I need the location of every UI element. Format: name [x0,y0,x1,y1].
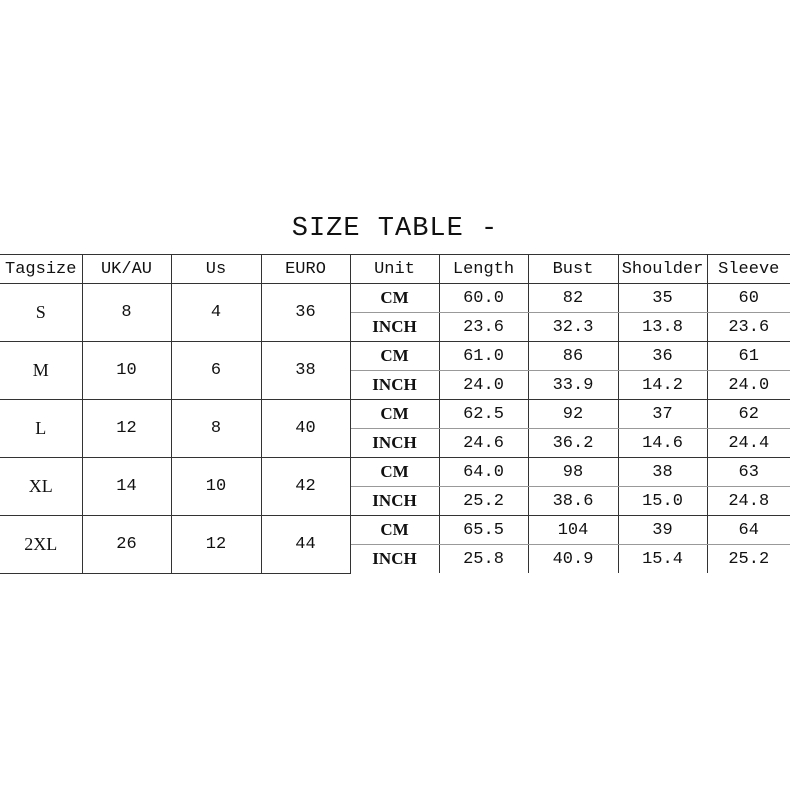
length-cell: 24.0 [438,370,529,400]
us-cell: 12 [170,515,262,574]
uk-au-cell: 14 [81,457,172,516]
unit-cell: CM [349,457,440,487]
tagsize-cell: S [0,283,83,342]
uk-au-cell: 12 [81,399,172,458]
column-header-sleeve: Sleeve [706,254,790,284]
sleeve-cell: 60 [706,283,790,313]
column-header-euro: EURO [260,254,351,284]
table-row: L 12 8 40 CM 62.5 92 37 62 [0,399,790,458]
sleeve-cell: 64 [706,515,790,545]
euro-cell: 40 [260,399,351,458]
sleeve-cell: 23.6 [706,312,790,342]
sleeve-cell: 63 [706,457,790,487]
column-header-shoulder: Shoulder [617,254,708,284]
uk-au-cell: 8 [81,283,172,342]
shoulder-cell: 13.8 [617,312,708,342]
sleeve-cell: 25.2 [706,544,790,573]
shoulder-cell: 35 [617,283,708,313]
length-cell: 61.0 [438,341,529,371]
sleeve-cell: 24.0 [706,370,790,400]
table-row: 2XL 26 12 44 CM 65.5 104 39 64 [0,515,790,574]
unit-cell: INCH [350,544,440,573]
tagsize-cell: 2XL [0,515,83,574]
bust-cell: 36.2 [527,428,619,458]
column-header-bust: Bust [527,254,619,284]
length-cell: 64.0 [438,457,529,487]
length-cell: 25.8 [438,544,529,573]
unit-cell: INCH [350,428,440,458]
us-cell: 6 [170,341,262,400]
table-row: M 10 6 38 CM 61.0 86 36 61 [0,341,790,400]
tagsize-cell: L [0,399,83,458]
table-row: INCH 25.8 40.9 15.4 25.2 [0,544,790,573]
length-cell: 65.5 [438,515,529,545]
table-row: INCH 24.6 36.2 14.6 24.4 [0,428,790,458]
header-row: Tagsize UK/AU Us EURO Unit Length Bust Shoulder… [0,254,790,284]
column-header-us: Us [170,254,262,284]
column-header-uk-au: UK/AU [81,254,172,284]
shoulder-cell: 36 [617,341,708,371]
unit-cell: CM [349,515,440,545]
unit-cell: INCH [350,486,440,516]
shoulder-cell: 15.4 [617,544,708,573]
shoulder-cell: 39 [617,515,708,545]
page-title: SIZE TABLE - [291,214,499,244]
shoulder-cell: 14.6 [617,428,708,458]
shoulder-cell: 37 [617,399,708,429]
bust-cell: 86 [527,341,619,371]
uk-au-cell: 26 [81,515,172,574]
column-header-tagsize: Tagsize [0,254,83,284]
column-header-length: Length [438,254,529,284]
length-cell: 60.0 [438,283,529,313]
length-cell: 23.6 [438,312,529,342]
unit-cell: CM [349,399,440,429]
us-cell: 8 [170,399,262,458]
euro-cell: 42 [260,457,351,516]
euro-cell: 38 [260,341,351,400]
table-row: INCH 24.0 33.9 14.2 24.0 [0,370,790,400]
bust-cell: 98 [527,457,619,487]
tagsize-cell: XL [0,457,83,516]
size-table: Tagsize UK/AU Us EURO Unit Length Bust Shoulder… [0,254,790,574]
shoulder-cell: 38 [617,457,708,487]
tagsize-cell: M [0,341,83,400]
euro-cell: 44 [260,515,351,574]
table-row: INCH 25.2 38.6 15.0 24.8 [0,486,790,516]
length-cell: 62.5 [438,399,529,429]
us-cell: 4 [170,283,262,342]
shoulder-cell: 14.2 [617,370,708,400]
sleeve-cell: 24.8 [706,486,790,516]
sleeve-cell: 24.4 [706,428,790,458]
unit-cell: INCH [350,312,440,342]
length-cell: 25.2 [438,486,529,516]
bust-cell: 38.6 [527,486,619,516]
bust-cell: 104 [527,515,619,545]
sleeve-cell: 61 [706,341,790,371]
bust-cell: 40.9 [527,544,619,573]
us-cell: 10 [170,457,262,516]
shoulder-cell: 15.0 [617,486,708,516]
bust-cell: 33.9 [527,370,619,400]
bust-cell: 32.3 [527,312,619,342]
euro-cell: 36 [260,283,351,342]
unit-cell: CM [349,283,440,313]
column-header-unit: Unit [349,254,440,284]
uk-au-cell: 10 [81,341,172,400]
bust-cell: 82 [527,283,619,313]
table-row: S 8 4 36 CM 60.0 82 35 60 [0,283,790,342]
unit-cell: INCH [350,370,440,400]
sleeve-cell: 62 [706,399,790,429]
table-row: XL 14 10 42 CM 64.0 98 38 63 [0,457,790,516]
unit-cell: CM [349,341,440,371]
bust-cell: 92 [527,399,619,429]
length-cell: 24.6 [438,428,529,458]
